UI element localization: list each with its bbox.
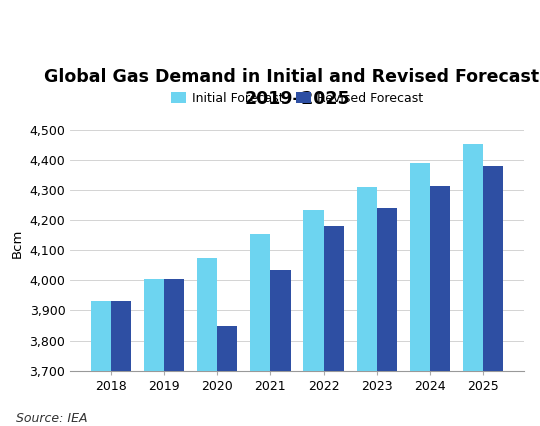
Bar — [164, 279, 184, 426]
Text: Source: IEA: Source: IEA — [16, 412, 87, 425]
Title: Global Gas Demand in Initial and Revised Forecasts
2019–2025: Global Gas Demand in Initial and Revised… — [44, 68, 540, 108]
Bar — [144, 279, 164, 426]
Bar — [303, 210, 323, 426]
Bar — [463, 144, 483, 426]
Bar — [197, 258, 217, 426]
Bar — [410, 163, 430, 426]
Bar — [483, 166, 503, 426]
Bar — [323, 226, 344, 426]
Bar — [111, 302, 131, 426]
Bar — [377, 208, 397, 426]
Bar — [430, 186, 450, 426]
Bar — [356, 187, 377, 426]
Legend: Initial Forecast, Revised Forecast: Initial Forecast, Revised Forecast — [167, 88, 427, 109]
Bar — [271, 270, 291, 426]
Y-axis label: Bcm: Bcm — [11, 228, 24, 257]
Bar — [217, 325, 238, 426]
Bar — [91, 302, 111, 426]
Bar — [250, 234, 271, 426]
